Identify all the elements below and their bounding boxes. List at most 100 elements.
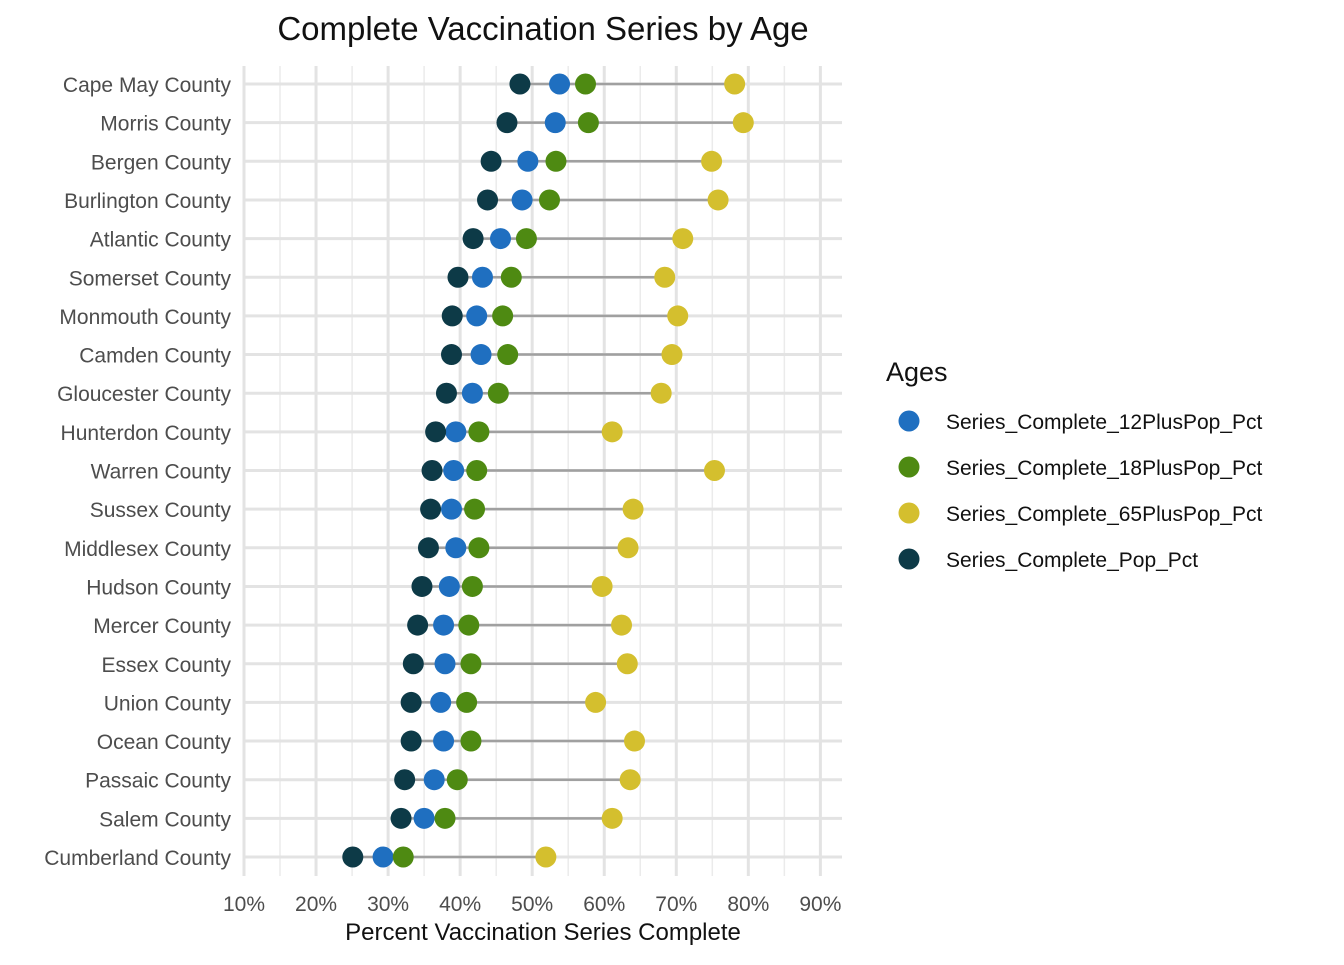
data-point	[471, 266, 493, 288]
data-point	[591, 575, 613, 597]
data-point	[496, 112, 518, 134]
data-point	[667, 305, 689, 327]
data-point	[535, 846, 557, 868]
data-point	[577, 112, 599, 134]
data-point	[487, 382, 509, 404]
chart-title: Complete Vaccination Series by Age	[277, 10, 808, 47]
data-point	[611, 614, 633, 636]
data-point	[575, 73, 597, 95]
legend-label: Series_Complete_18PlusPop_Pct	[946, 457, 1263, 480]
data-point	[468, 421, 490, 443]
data-point	[417, 537, 439, 559]
data-point	[447, 266, 469, 288]
data-point	[468, 537, 490, 559]
data-point	[392, 846, 414, 868]
legend-label: Series_Complete_Pop_Pct	[946, 549, 1198, 572]
x-tick-label: 50%	[511, 893, 553, 916]
data-points	[342, 73, 754, 868]
data-point	[462, 228, 484, 250]
data-point	[492, 305, 514, 327]
data-point	[441, 305, 463, 327]
data-point	[466, 305, 488, 327]
data-point	[446, 769, 468, 791]
y-tick-label: Burlington County	[64, 190, 231, 213]
data-point	[394, 769, 416, 791]
data-point	[430, 691, 452, 713]
data-point	[515, 228, 537, 250]
data-point	[440, 344, 462, 366]
data-point	[622, 498, 644, 520]
data-point	[423, 769, 445, 791]
data-point	[650, 382, 672, 404]
data-point	[511, 189, 533, 211]
data-point	[434, 653, 456, 675]
data-point	[601, 421, 623, 443]
legend-swatch	[898, 410, 920, 432]
data-point	[434, 807, 456, 829]
data-point	[724, 73, 746, 95]
data-point	[342, 846, 364, 868]
data-point	[466, 460, 488, 481]
data-point	[707, 189, 729, 211]
y-tick-label: Hunterdon County	[61, 422, 232, 445]
data-point	[402, 653, 424, 675]
data-point	[440, 498, 462, 520]
data-point	[413, 807, 435, 829]
legend-item: Series_Complete_12PlusPop_Pct	[898, 410, 1263, 434]
legend-swatch	[898, 502, 920, 524]
x-tick-label: 80%	[727, 893, 769, 916]
legend-items: Series_Complete_12PlusPop_Pct Series_Comp…	[898, 410, 1263, 572]
y-tick-label: Gloucester County	[57, 383, 231, 406]
data-point	[445, 537, 467, 559]
y-tick-label: Morris County	[100, 113, 231, 136]
y-axis-labels: Cape May County Morris County Bergen Count…	[44, 74, 231, 870]
legend: Ages Series_Complete_12PlusPop_PctSeries…	[886, 357, 1263, 572]
data-point	[460, 730, 482, 752]
data-point	[489, 228, 511, 250]
data-point	[470, 344, 492, 366]
y-tick-label: Middlesex County	[64, 538, 231, 561]
data-point	[549, 73, 571, 95]
data-point	[421, 460, 443, 481]
data-point	[477, 189, 499, 211]
data-point	[544, 112, 566, 134]
legend-item: Series_Complete_Pop_Pct	[898, 548, 1198, 572]
data-point	[458, 614, 480, 636]
data-point	[420, 498, 442, 520]
data-point	[617, 537, 639, 559]
legend-item: Series_Complete_65PlusPop_Pct	[898, 502, 1263, 526]
data-point	[461, 575, 483, 597]
y-tick-label: Ocean County	[97, 731, 232, 754]
data-point	[390, 807, 412, 829]
x-tick-label: 10%	[223, 893, 265, 916]
data-point	[438, 575, 460, 597]
y-tick-label: Union County	[104, 692, 232, 715]
data-point	[411, 575, 433, 597]
legend-label: Series_Complete_12PlusPop_Pct	[946, 411, 1263, 434]
data-point	[703, 460, 725, 481]
y-tick-label: Passaic County	[85, 770, 231, 793]
data-point	[443, 460, 465, 481]
data-point	[433, 614, 455, 636]
y-tick-label: Atlantic County	[90, 229, 232, 252]
data-point	[480, 150, 502, 172]
y-tick-label: Essex County	[101, 654, 231, 677]
legend-item: Series_Complete_18PlusPop_Pct	[898, 456, 1263, 480]
y-tick-label: Monmouth County	[59, 306, 231, 329]
data-point	[601, 807, 623, 829]
x-axis-title: Percent Vaccination Series Complete	[345, 919, 741, 946]
data-point	[654, 266, 676, 288]
data-point	[497, 344, 519, 366]
data-point	[433, 730, 455, 752]
data-point	[585, 691, 607, 713]
y-tick-label: Cumberland County	[44, 847, 231, 870]
data-point	[400, 730, 422, 752]
data-point	[407, 614, 429, 636]
legend-title: Ages	[886, 357, 948, 387]
data-point	[400, 691, 422, 713]
x-tick-label: 90%	[799, 893, 841, 916]
data-point	[460, 653, 482, 675]
data-point	[661, 344, 683, 366]
legend-swatch	[898, 548, 920, 570]
